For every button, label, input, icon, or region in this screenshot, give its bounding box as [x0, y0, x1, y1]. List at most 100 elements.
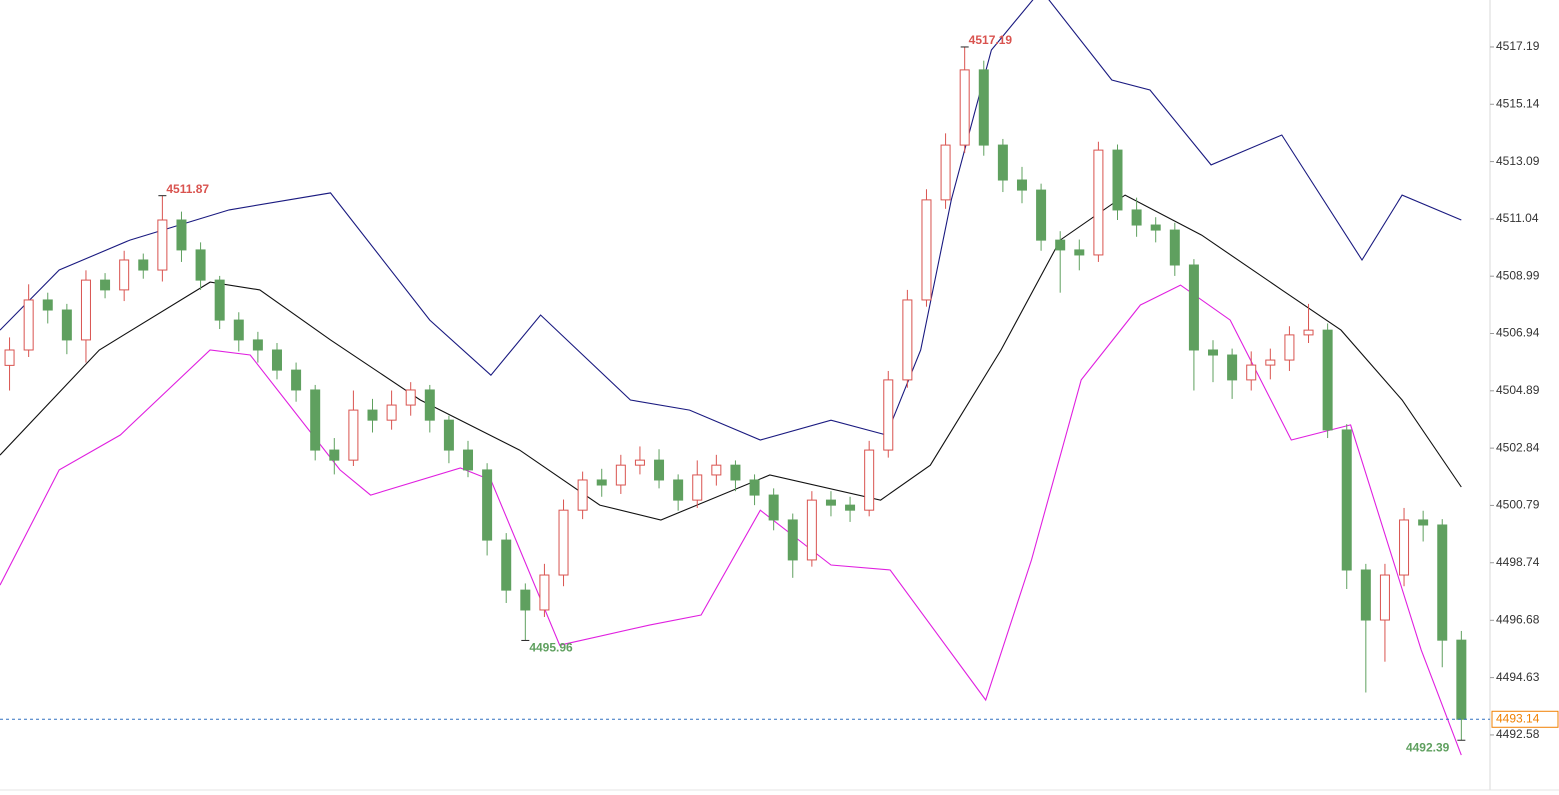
candle-body [138, 259, 149, 271]
candle-body [482, 469, 493, 541]
current-price-label: 4493.14 [1496, 711, 1540, 725]
extreme-label: 4517.19 [969, 33, 1013, 47]
candle-body [921, 199, 932, 301]
candle-body [1227, 354, 1238, 381]
candle-body [749, 479, 760, 496]
band-line [0, 284, 1462, 756]
y-tick-label: 4492.58 [1496, 727, 1540, 741]
candle-body [692, 474, 703, 501]
extreme-label: 4492.39 [1406, 740, 1450, 754]
candle-body [233, 319, 244, 341]
candle-body [310, 389, 321, 451]
candle-body [405, 389, 416, 406]
candle-body [271, 349, 282, 371]
candle-body [1074, 249, 1085, 256]
candle-body [1437, 524, 1448, 641]
candle-body [711, 464, 722, 476]
band-line [0, 194, 1462, 521]
candle-body [367, 409, 378, 421]
candle-body [520, 589, 531, 611]
y-tick-label: 4517.19 [1496, 39, 1540, 53]
candle-body [1169, 229, 1180, 266]
candle-body [1418, 519, 1429, 526]
candle-body [1322, 329, 1333, 431]
y-tick-label: 4502.84 [1496, 440, 1540, 454]
candle-body [825, 499, 836, 506]
plot-area [0, 0, 1467, 756]
candle-body [864, 449, 875, 511]
candle-body [214, 279, 225, 321]
candle-body [1188, 264, 1199, 351]
candle-body [654, 459, 665, 481]
candle-body [1284, 334, 1295, 361]
y-tick-label: 4494.63 [1496, 670, 1540, 684]
candle-body [42, 299, 53, 311]
candle-body [940, 144, 951, 201]
candle-body [252, 339, 263, 351]
candle-body [997, 144, 1008, 181]
y-tick-label: 4504.89 [1496, 383, 1540, 397]
y-tick-label: 4511.04 [1496, 211, 1539, 225]
candle-body [80, 279, 91, 341]
candle-body [1456, 639, 1467, 720]
candle-body [1379, 574, 1390, 621]
candle-body [768, 494, 779, 521]
candle-body [386, 404, 397, 421]
candle-body [424, 389, 435, 421]
y-tick-label: 4515.14 [1496, 96, 1540, 110]
y-tick-label: 4508.99 [1496, 268, 1540, 282]
candle-body [577, 479, 588, 511]
candle-body [806, 499, 817, 561]
candle-body [1150, 224, 1161, 231]
candle-body [100, 279, 111, 291]
candle-body [157, 219, 168, 271]
candle-body [1093, 149, 1104, 256]
candle-body [978, 69, 989, 146]
candle-body [1360, 569, 1371, 621]
candle-body [1303, 329, 1314, 336]
extreme-label: 4495.96 [529, 641, 573, 655]
current-price-box [1491, 710, 1559, 728]
candle-body [730, 464, 741, 481]
candle-body [4, 349, 15, 366]
candle-body [329, 449, 340, 461]
candle-body [463, 449, 474, 471]
candle-body [1036, 189, 1047, 241]
candle-body [959, 69, 970, 146]
candle-body [558, 509, 569, 576]
candle-body [23, 299, 34, 351]
candle-body [1112, 149, 1123, 211]
candle-body [443, 419, 454, 451]
y-tick-label: 4496.68 [1496, 612, 1540, 626]
candle-body [883, 379, 894, 451]
y-tick-label: 4500.79 [1496, 498, 1540, 512]
candle-body [176, 219, 187, 251]
candle-body [596, 479, 607, 486]
candle-body [902, 299, 913, 381]
candle-body [1341, 429, 1352, 571]
candle-body [119, 259, 130, 291]
candle-body [291, 369, 302, 391]
candle-body [501, 539, 512, 591]
candle-body [1055, 239, 1066, 251]
candle-body [1016, 179, 1027, 191]
extreme-label: 4511.87 [166, 182, 209, 196]
candle-body [845, 504, 856, 511]
band-line [0, 0, 1462, 441]
candle-body [1265, 359, 1276, 366]
y-tick-label: 4498.74 [1496, 555, 1540, 569]
candle-body [615, 464, 626, 486]
y-tick-label: 4513.09 [1496, 154, 1540, 168]
candle-body [634, 459, 645, 466]
candle-body [61, 309, 72, 341]
candle-body [673, 479, 684, 501]
candle-body [1246, 364, 1257, 381]
y-tick-label: 4506.94 [1496, 326, 1540, 340]
candle-body [348, 409, 359, 461]
candle-body [195, 249, 206, 281]
candle-body [539, 574, 550, 611]
candle-body [787, 519, 798, 561]
candle-body [1208, 349, 1219, 356]
candle-body [1131, 209, 1142, 226]
